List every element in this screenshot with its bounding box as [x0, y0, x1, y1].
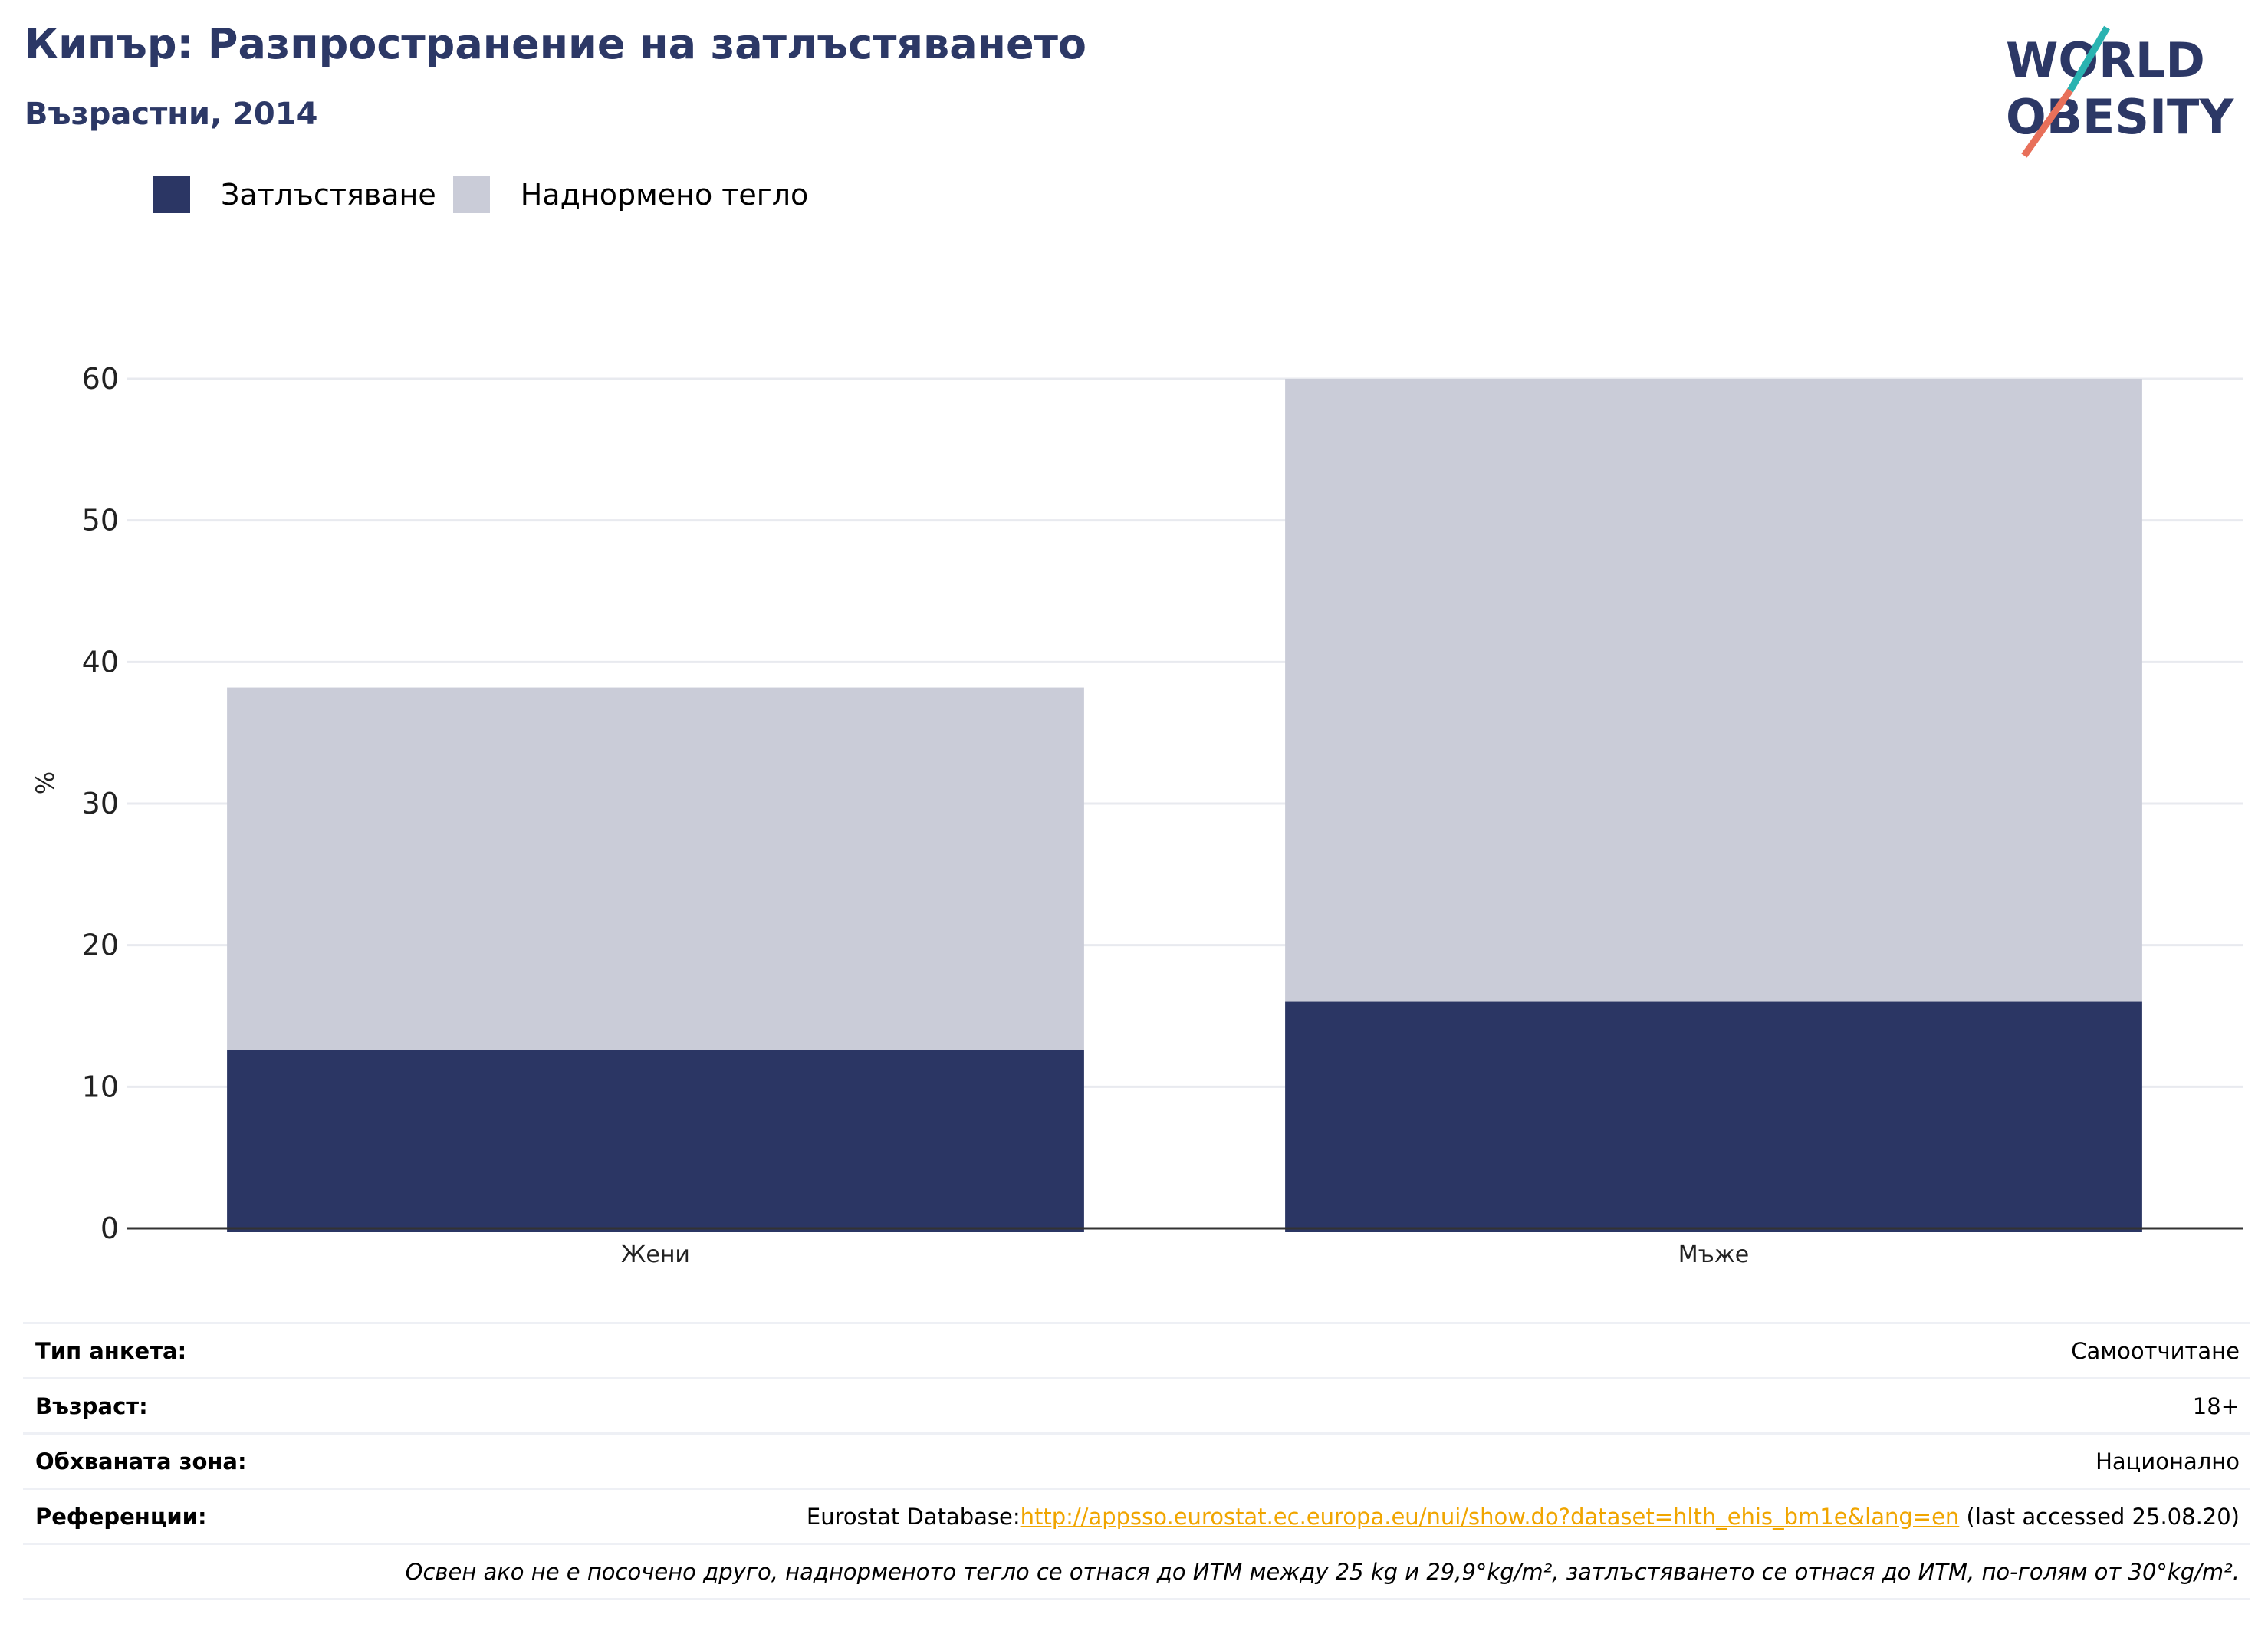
legend-label-overweight: Наднормено тегло: [520, 178, 809, 212]
references-prefix: Eurostat Database:: [806, 1503, 1021, 1530]
chart-bars: [227, 379, 2142, 1232]
age-label: Възраст:: [35, 1392, 148, 1419]
survey-type-value: Самоотчитане: [2071, 1337, 2240, 1364]
age-value: 18+: [2192, 1392, 2240, 1419]
y-axis-label: %: [31, 771, 60, 794]
y-tick-label: 60: [82, 362, 119, 396]
survey-type-label: Тип анкета:: [35, 1337, 187, 1364]
info-row-note: Освен ако не е посочено друго, наднормен…: [23, 1545, 2250, 1600]
area-value: Национално: [2095, 1448, 2240, 1475]
info-row-age: Възраст: 18+: [23, 1379, 2250, 1435]
chart-subtitle: Възрастни, 2014: [25, 97, 318, 132]
info-row-area: Обхваната зона: Национално: [23, 1435, 2250, 1490]
legend-label-obesity: Затлъстяване: [221, 178, 436, 212]
world-obesity-logo: WORLD OBESITY: [2006, 25, 2234, 158]
references-label: Референции:: [35, 1503, 207, 1530]
legend-item-overweight[interactable]: Наднормено тегло: [452, 176, 809, 213]
y-tick-label: 50: [82, 504, 119, 538]
info-row-references: Референции: Eurostat Database:http://app…: [23, 1490, 2250, 1545]
info-table: Тип анкета: Самоотчитане Възраст: 18+ Об…: [23, 1322, 2250, 1600]
area-label: Обхваната зона:: [35, 1448, 247, 1475]
y-tick-label: 20: [82, 929, 119, 962]
chart-legend: Затлъстяване Наднормено тегло: [153, 176, 825, 213]
definition-note: Освен ако не е посочено друго, наднормен…: [405, 1558, 2240, 1585]
logo-slash-bottom: [2021, 88, 2073, 158]
x-tick-label: Мъже: [1678, 1241, 1750, 1268]
stacked-bar-chart: 0 10 20 30 40 50 60 Жени Мъже %: [31, 362, 2243, 1268]
legend-item-obesity[interactable]: Затлъстяване: [153, 176, 436, 213]
x-axis-ticks: Жени Мъже: [621, 1241, 1749, 1268]
legend-swatch-overweight: [452, 176, 490, 213]
logo-slash-top: [2067, 25, 2110, 93]
y-tick-label: 30: [82, 787, 119, 820]
info-row-survey: Тип анкета: Самоотчитане: [23, 1324, 2250, 1379]
logo-line1: WORLD: [2006, 32, 2205, 88]
y-axis-ticks: 0 10 20 30 40 50 60: [82, 362, 119, 1245]
x-tick-label: Жени: [621, 1241, 690, 1268]
references-link[interactable]: http://appsso.eurostat.ec.europa.eu/nui/…: [1020, 1503, 1960, 1530]
chart-title: Кипър: Разпространение на затлъстяването: [25, 20, 1086, 68]
y-tick-label: 0: [100, 1212, 119, 1245]
bar-overweight: [227, 687, 1084, 1050]
bar-obesity: [227, 1050, 1084, 1232]
logo-line2: OBESITY: [2006, 89, 2234, 145]
bar-obesity: [1285, 1001, 2142, 1232]
references-value: Eurostat Database:http://appsso.eurostat…: [807, 1504, 2240, 1530]
y-tick-label: 10: [82, 1070, 119, 1103]
references-suffix: (last accessed 25.08.20): [1959, 1503, 2240, 1530]
legend-swatch-obesity: [153, 176, 190, 213]
y-tick-label: 40: [82, 645, 119, 679]
bar-overweight: [1285, 379, 2142, 1002]
